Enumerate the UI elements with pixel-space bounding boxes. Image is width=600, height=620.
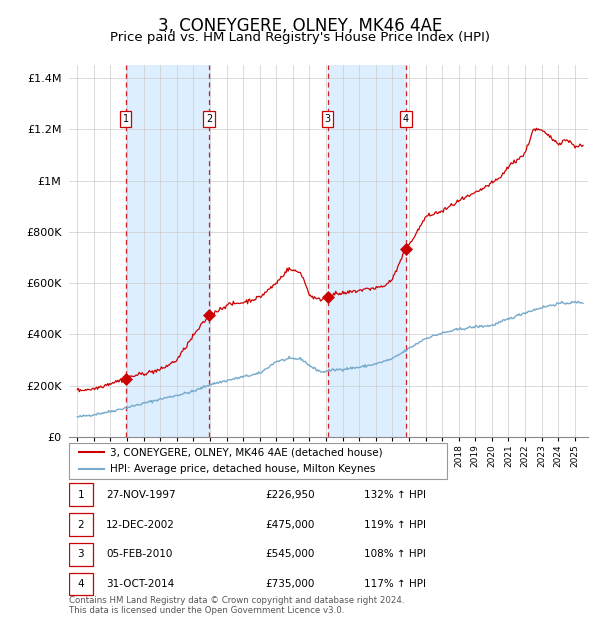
Bar xyxy=(69,573,92,595)
Text: £545,000: £545,000 xyxy=(266,549,315,559)
Text: 4: 4 xyxy=(77,579,84,589)
Text: 1: 1 xyxy=(77,490,84,500)
Text: 3: 3 xyxy=(77,549,84,559)
Text: 2: 2 xyxy=(77,520,84,529)
Text: 1: 1 xyxy=(122,114,128,124)
Text: 119% ↑ HPI: 119% ↑ HPI xyxy=(364,520,426,529)
Text: 117% ↑ HPI: 117% ↑ HPI xyxy=(364,579,426,589)
Text: 3: 3 xyxy=(325,114,331,124)
Text: Price paid vs. HM Land Registry's House Price Index (HPI): Price paid vs. HM Land Registry's House … xyxy=(110,31,490,44)
Text: 27-NOV-1997: 27-NOV-1997 xyxy=(106,490,176,500)
Text: 132% ↑ HPI: 132% ↑ HPI xyxy=(364,490,426,500)
Bar xyxy=(69,484,92,506)
Text: 3, CONEYGERE, OLNEY, MK46 4AE (detached house): 3, CONEYGERE, OLNEY, MK46 4AE (detached … xyxy=(110,448,382,458)
Text: 2: 2 xyxy=(206,114,212,124)
Text: £226,950: £226,950 xyxy=(266,490,316,500)
Text: Contains HM Land Registry data © Crown copyright and database right 2024.
This d: Contains HM Land Registry data © Crown c… xyxy=(69,596,404,615)
Text: 31-OCT-2014: 31-OCT-2014 xyxy=(106,579,174,589)
Text: 12-DEC-2002: 12-DEC-2002 xyxy=(106,520,175,529)
Bar xyxy=(69,513,92,536)
Text: 05-FEB-2010: 05-FEB-2010 xyxy=(106,549,172,559)
Text: 108% ↑ HPI: 108% ↑ HPI xyxy=(364,549,426,559)
Text: HPI: Average price, detached house, Milton Keynes: HPI: Average price, detached house, Milt… xyxy=(110,464,375,474)
Bar xyxy=(125,65,209,437)
Bar xyxy=(328,65,406,437)
Text: £735,000: £735,000 xyxy=(266,579,315,589)
Text: 3, CONEYGERE, OLNEY, MK46 4AE: 3, CONEYGERE, OLNEY, MK46 4AE xyxy=(158,17,442,35)
Text: 4: 4 xyxy=(403,114,409,124)
Text: £475,000: £475,000 xyxy=(266,520,315,529)
Bar xyxy=(69,543,92,565)
